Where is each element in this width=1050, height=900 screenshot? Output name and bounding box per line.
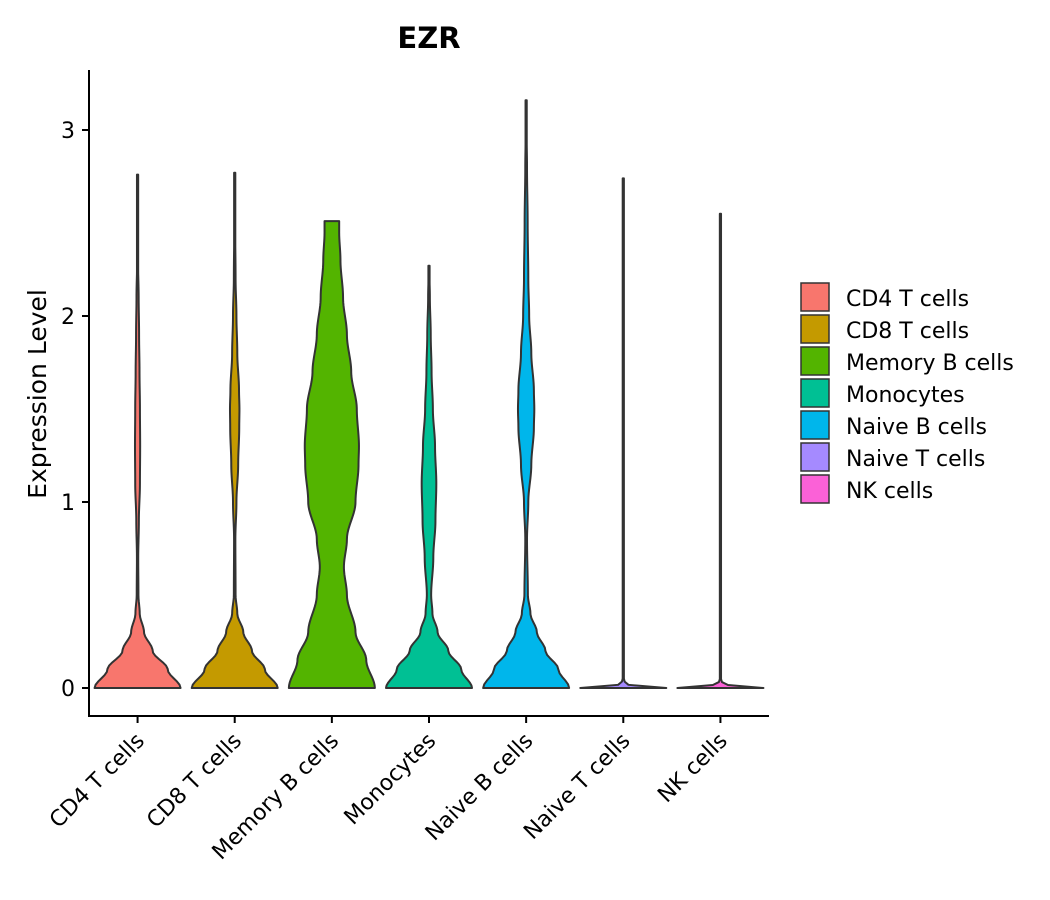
violins-group xyxy=(93,99,765,689)
y-tick-label: 0 xyxy=(61,677,75,702)
y-axis-title: Expression Level xyxy=(23,289,52,499)
x-tick-label: Monocytes xyxy=(340,729,442,831)
violin-naive-t-cells xyxy=(579,177,668,689)
y-tick-label: 1 xyxy=(61,491,75,516)
chart-title: EZR xyxy=(397,21,460,55)
y-tick-label: 3 xyxy=(61,119,75,144)
legend-label: NK cells xyxy=(846,479,933,504)
legend-label: Monocytes xyxy=(846,383,965,408)
x-tick-label: CD4 T cells xyxy=(45,729,150,834)
legend-swatch xyxy=(800,282,830,312)
legend-swatch xyxy=(800,346,830,376)
legend-swatch xyxy=(800,314,830,344)
legend-label: Naive B cells xyxy=(846,415,987,440)
violin-nk-cells xyxy=(676,212,765,689)
x-tick-label: NK cells xyxy=(653,729,732,808)
legend-label: CD4 T cells xyxy=(846,287,969,312)
violin-memory-b-cells xyxy=(287,220,376,689)
y-tick-label: 2 xyxy=(61,305,75,330)
violin-cd4-t-cells xyxy=(93,173,182,689)
legend: CD4 T cells CD8 T cells Memory B cells Mono… xyxy=(800,282,1014,504)
legend-label: Naive T cells xyxy=(846,447,985,472)
legend-swatch xyxy=(800,442,830,472)
violin-naive-b-cells xyxy=(482,99,571,689)
violin-cd8-t-cells xyxy=(190,171,279,689)
x-tick-label: CD8 T cells xyxy=(142,729,247,834)
legend-swatch xyxy=(800,378,830,408)
legend-swatch xyxy=(800,474,830,504)
legend-swatch xyxy=(800,410,830,440)
legend-label: Memory B cells xyxy=(846,351,1014,376)
violin-monocytes xyxy=(385,264,473,689)
legend-label: CD8 T cells xyxy=(846,319,969,344)
